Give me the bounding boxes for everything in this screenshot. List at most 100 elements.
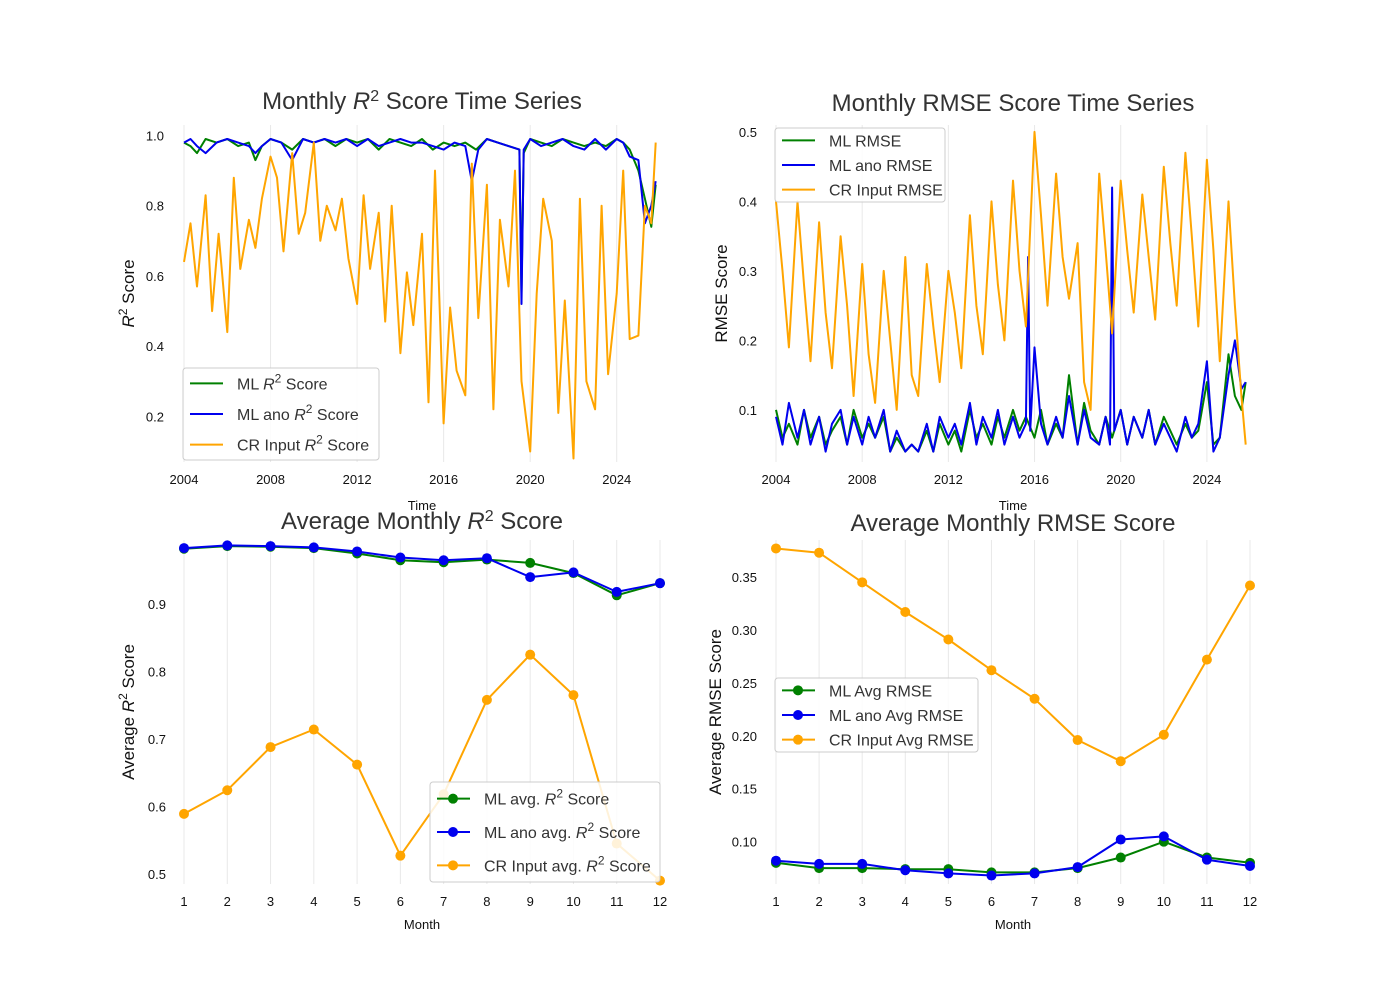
y-tick-label: 0.6: [148, 799, 166, 814]
legend-label: ML Avg RMSE: [829, 683, 932, 700]
x-tick-label: 2008: [848, 472, 877, 487]
data-point-cr: [568, 690, 579, 701]
x-tick-label: 11: [1200, 894, 1214, 909]
chart-title-part: Monthly RMSE Score Time Series: [832, 90, 1195, 117]
y-tick-label: 0.5: [739, 125, 757, 140]
legend-label-part: Score: [594, 825, 640, 842]
x-axis-label: Time: [408, 498, 436, 513]
data-point-cr: [395, 850, 406, 861]
legend-label-symbol: R: [586, 858, 598, 875]
legend-label-part: ML ano avg.: [484, 825, 576, 842]
legend-label-symbol: R: [305, 438, 317, 455]
x-tick-label: 2004: [762, 472, 791, 487]
legend-label: CR Input R2 Score: [237, 433, 369, 455]
y-tick-label: 0.8: [146, 199, 164, 214]
chart-title-symbol: R: [353, 88, 370, 115]
legend-label: CR Input Avg RMSE: [829, 733, 974, 750]
data-point-ml: [525, 557, 536, 568]
chart-title: Average Monthly R2 Score: [281, 508, 563, 536]
legend-box: [182, 367, 380, 461]
x-tick-label: 4: [902, 894, 909, 909]
series-line-ml_ano: [183, 138, 657, 305]
legend-marker-ml_ano: [793, 710, 803, 720]
x-axis-label: Month: [995, 917, 1031, 932]
legend-label-part: ML: [237, 376, 263, 393]
y-axis-label-symbol: R: [119, 700, 138, 712]
chart-title: Monthly RMSE Score Time Series: [832, 90, 1195, 117]
y-tick-label: 0.20: [732, 729, 757, 744]
legend-label: ML ano Avg RMSE: [829, 708, 963, 725]
y-tick-label: 0.25: [732, 676, 757, 691]
legend-label-symbol: R: [545, 792, 557, 809]
x-tick-label: 2012: [343, 472, 372, 487]
series-line-cr: [775, 547, 1251, 763]
x-tick-label: 2016: [429, 472, 458, 487]
y-axis-label-superscript: 2: [116, 693, 130, 700]
y-tick-label: 0.2: [739, 333, 757, 348]
x-tick-label: 2012: [934, 472, 963, 487]
data-point-ml_ano: [900, 865, 911, 876]
series-line-cr: [775, 130, 1247, 445]
chart-title-part: Score: [494, 508, 563, 535]
y-tick-label: 0.30: [732, 623, 757, 638]
x-axis-label: Time: [999, 498, 1027, 513]
x-tick-label: 12: [653, 894, 667, 909]
legend-label-part: ML ano: [237, 407, 294, 424]
legend: ML Avg RMSE ML ano Avg RMSE CR Input Avg R…: [774, 677, 979, 753]
legend-marker-ml: [793, 685, 803, 696]
y-tick-label: 0.4: [146, 339, 164, 354]
chart-title-part: Score Time Series: [379, 88, 582, 115]
legend-label-symbol: R: [576, 825, 588, 842]
x-tick-label: 4: [310, 894, 317, 909]
data-point-ml_ano: [943, 868, 954, 879]
legend-label-superscript: 2: [598, 853, 605, 867]
x-tick-label: 8: [1074, 894, 1081, 909]
data-point-ml_ano: [1158, 831, 1169, 842]
legend-label-part: CR Input avg.: [484, 858, 586, 875]
data-point-ml_ano: [395, 552, 406, 563]
y-axis-label-part: Score: [119, 644, 138, 693]
legend-label: ML avg. R2 Score: [484, 787, 609, 809]
legend-label-part: Score: [323, 438, 369, 455]
data-point-ml_ano: [1245, 861, 1255, 872]
y-tick-label: 0.6: [146, 269, 164, 284]
y-tick-label: 0.35: [732, 570, 757, 585]
x-tick-label: 3: [267, 894, 274, 909]
legend-label-part: Score: [281, 376, 327, 393]
y-tick-label: 0.4: [739, 194, 757, 209]
chart-title-superscript: 2: [485, 508, 494, 525]
data-point-ml_ano: [1115, 834, 1126, 845]
y-tick-label: 1.0: [146, 129, 164, 144]
chart-rmse_avg: Average Monthly RMSE Score Average RMSE S…: [706, 510, 1257, 932]
legend-box: [774, 677, 979, 753]
legend-label-part: Score: [312, 407, 358, 424]
x-tick-label: 5: [945, 894, 952, 909]
data-point-cr: [1029, 693, 1040, 704]
legend-label-part: ML avg.: [484, 792, 545, 809]
legend-label-symbol: R: [263, 376, 275, 393]
x-tick-label: 6: [988, 894, 995, 909]
y-axis-label-part: RMSE Score: [712, 244, 731, 342]
x-tick-label: 7: [1031, 894, 1038, 909]
x-tick-label: 2016: [1020, 472, 1049, 487]
data-point-ml_ano: [568, 567, 579, 578]
data-point-ml_ano: [655, 578, 665, 589]
data-point-cr: [771, 543, 781, 554]
data-point-cr: [814, 547, 825, 558]
x-tick-label: 9: [1117, 894, 1124, 909]
series-line-ml_ano: [775, 186, 1247, 453]
y-tick-label: 0.9: [148, 597, 166, 612]
data-point-cr: [179, 808, 189, 819]
x-tick-label: 3: [859, 894, 866, 909]
data-point-cr: [222, 785, 233, 796]
series-line-ml: [775, 840, 1251, 874]
data-point-ml_ano: [438, 555, 449, 566]
legend-marker-cr: [448, 860, 458, 871]
legend-label-part: CR Input: [237, 438, 305, 455]
series-line-ml_ano: [183, 544, 661, 593]
legend-label-part: Score: [563, 792, 609, 809]
legend-label-superscript: 2: [316, 433, 323, 447]
